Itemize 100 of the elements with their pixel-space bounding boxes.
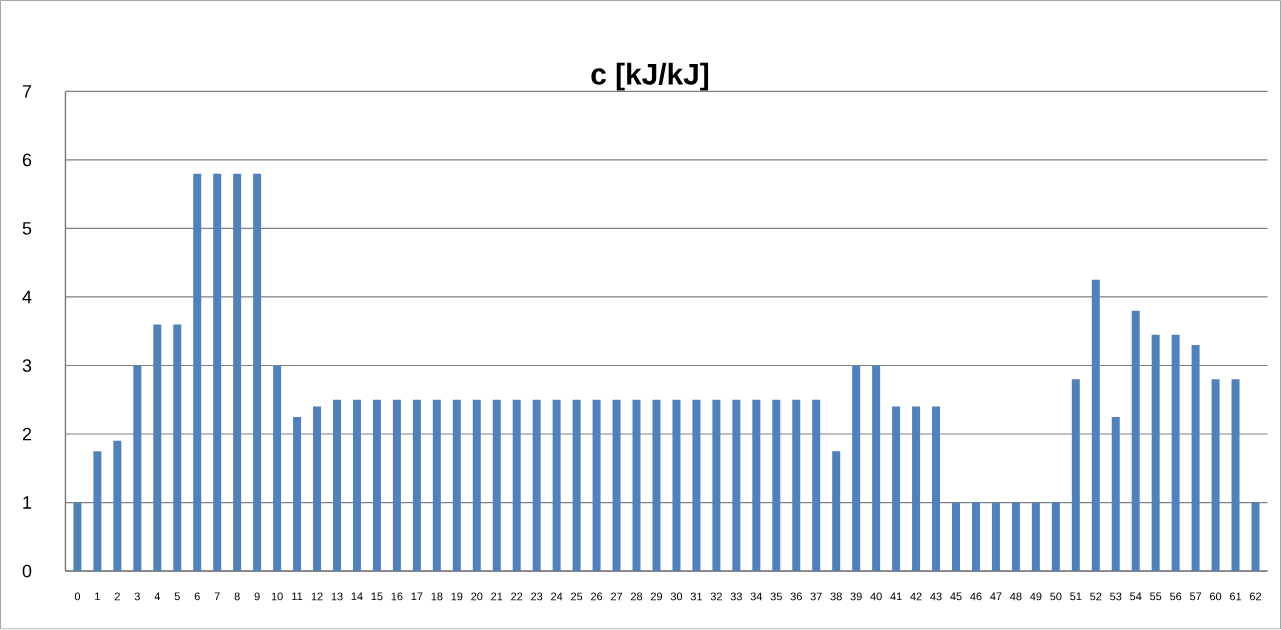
bar	[852, 365, 861, 572]
bar	[552, 400, 561, 572]
bar	[792, 400, 801, 572]
bar	[692, 400, 701, 572]
bar	[532, 400, 541, 572]
y-tick-label: 3	[22, 359, 32, 373]
x-tick-label: 9	[254, 592, 260, 601]
bar	[253, 173, 262, 572]
x-tick-label: 31	[690, 592, 702, 601]
x-tick-label: 8	[234, 592, 240, 601]
bar	[372, 400, 381, 572]
bar	[612, 400, 621, 572]
bar	[912, 406, 921, 572]
bar	[153, 324, 162, 572]
bar	[952, 502, 960, 572]
y-tick-label: 1	[23, 496, 32, 509]
bar	[452, 400, 461, 572]
bar	[93, 451, 102, 572]
bar	[932, 406, 941, 572]
x-tick-label: 21	[491, 592, 503, 601]
x-tick-label: 29	[650, 592, 663, 601]
x-tick-label: 7	[214, 592, 220, 601]
y-tick-label: 5	[22, 222, 32, 235]
x-tick-label: 4	[154, 592, 161, 601]
bar	[73, 502, 82, 572]
x-tick-label: 51	[1070, 592, 1082, 601]
x-tick-label: 46	[970, 592, 982, 601]
bar	[412, 400, 421, 572]
bar	[392, 400, 401, 572]
bar	[1191, 345, 1200, 572]
bar	[592, 400, 601, 572]
x-tick-label: 26	[591, 592, 603, 601]
x-tick-label: 32	[710, 592, 722, 601]
x-tick-label: 30	[670, 592, 683, 601]
bar	[832, 451, 841, 572]
x-tick-label: 56	[1169, 592, 1182, 601]
x-tick-label: 43	[930, 592, 942, 601]
x-tick-label: 60	[1210, 592, 1222, 601]
x-tick-label: 41	[890, 592, 902, 601]
x-tick-label: 57	[1189, 592, 1202, 601]
bar	[173, 324, 182, 572]
bar	[632, 400, 641, 572]
x-tick-label: 17	[411, 592, 423, 601]
bar	[352, 400, 361, 572]
x-tick-label: 16	[391, 592, 403, 601]
bar	[1171, 334, 1180, 572]
x-tick-label: 11	[292, 592, 303, 601]
bar	[1251, 502, 1260, 572]
bar	[991, 502, 1000, 572]
bar	[432, 400, 441, 572]
x-tick-label: 35	[770, 592, 782, 601]
x-tick-label: 3	[134, 592, 140, 601]
x-tick-label: 1	[95, 592, 100, 601]
bar	[812, 400, 821, 572]
bar	[193, 173, 202, 572]
bar	[213, 173, 222, 572]
bar	[1031, 502, 1040, 572]
x-tick-label: 27	[611, 592, 623, 601]
bar	[113, 441, 122, 572]
x-tick-label: 49	[1030, 592, 1042, 601]
bar	[772, 400, 781, 572]
bar	[732, 400, 741, 572]
bar	[133, 365, 142, 572]
x-tick-label: 23	[531, 592, 543, 601]
bar	[472, 400, 481, 572]
x-tick-label: 34	[750, 592, 763, 601]
bar	[1211, 379, 1220, 572]
bar	[1071, 379, 1080, 572]
x-tick-label: 24	[551, 592, 563, 601]
x-tick-label: 6	[194, 592, 200, 601]
bar	[892, 406, 901, 572]
bar	[752, 400, 761, 572]
x-tick-label: 12	[311, 592, 323, 601]
x-tick-label: 5	[174, 592, 180, 601]
bar	[1011, 502, 1020, 572]
x-tick-label: 37	[810, 592, 822, 601]
x-tick-label: 14	[351, 592, 363, 601]
x-tick-label: 13	[331, 592, 343, 601]
x-tick-label: 0	[74, 592, 81, 601]
y-tick-label: 4	[22, 291, 32, 304]
x-tick-label: 22	[511, 592, 523, 601]
bar	[492, 400, 501, 572]
x-tick-label: 61	[1230, 592, 1242, 601]
x-tick-label: 28	[630, 592, 643, 601]
x-tick-label: 15	[371, 592, 383, 601]
x-tick-label: 42	[910, 592, 922, 601]
x-tick-label: 18	[431, 592, 443, 601]
x-tick-label: 62	[1249, 592, 1262, 601]
x-tick-label: 25	[571, 592, 583, 601]
x-tick-label: 10	[271, 592, 283, 601]
x-tick-label: 19	[451, 592, 463, 601]
x-tick-label: 36	[790, 592, 802, 601]
bar	[273, 365, 282, 572]
bar	[652, 400, 661, 572]
x-tick-label: 45	[950, 592, 962, 601]
bar	[1151, 334, 1160, 572]
x-tick-label: 39	[850, 592, 862, 601]
bar	[1111, 417, 1120, 572]
x-tick-label: 33	[730, 592, 742, 601]
bar	[293, 417, 302, 572]
